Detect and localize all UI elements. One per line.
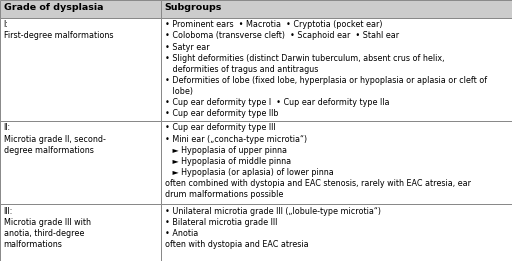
Bar xyxy=(0,204,161,261)
Text: II:
Microtia grade II, second-
degree malformations: II: Microtia grade II, second- degree ma… xyxy=(4,123,105,155)
Text: III:
Microtia grade III with
anotia, third-degree
malformations: III: Microtia grade III with anotia, thi… xyxy=(4,207,91,249)
Text: I:
First-degree malformations: I: First-degree malformations xyxy=(4,20,113,40)
Bar xyxy=(161,204,512,261)
Text: • Unilateral microtia grade III („lobule-type microtia“)
• Bilateral microtia gr: • Unilateral microtia grade III („lobule… xyxy=(165,207,381,249)
Text: Subgroups: Subgroups xyxy=(165,3,222,11)
Bar xyxy=(0,121,161,204)
Text: • Cup ear deformity type III
• Mini ear („concha-type microtia“)
   ► Hypoplasia: • Cup ear deformity type III • Mini ear … xyxy=(165,123,471,199)
Bar xyxy=(0,0,161,18)
Bar xyxy=(161,18,512,121)
Bar xyxy=(161,121,512,204)
Text: • Prominent ears  • Macrotia  • Cryptotia (pocket ear)
• Coloboma (transverse cl: • Prominent ears • Macrotia • Cryptotia … xyxy=(165,20,487,118)
Bar xyxy=(0,18,161,121)
Bar xyxy=(161,0,512,18)
Text: Grade of dysplasia: Grade of dysplasia xyxy=(4,3,103,11)
